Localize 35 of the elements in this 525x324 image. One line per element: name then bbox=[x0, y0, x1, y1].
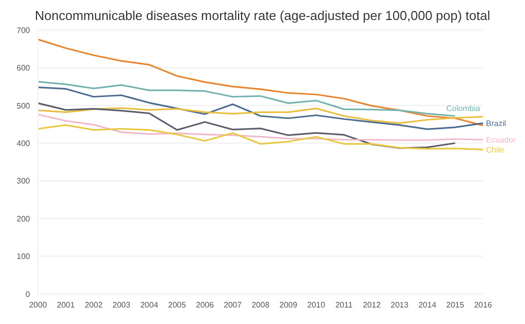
x-tick-label: 2008 bbox=[252, 300, 270, 310]
series-label: Chile bbox=[486, 146, 505, 155]
x-tick-label: 2007 bbox=[224, 300, 242, 310]
x-tick-label: 2011 bbox=[335, 300, 354, 310]
x-tick-label: 2013 bbox=[390, 300, 410, 310]
y-tick-label: 500 bbox=[16, 101, 31, 110]
x-tick-label: 2000 bbox=[29, 300, 48, 310]
y-tick-label: 200 bbox=[16, 214, 31, 224]
line-series bbox=[37, 114, 484, 141]
y-tick-label: 600 bbox=[16, 64, 31, 73]
x-tick-label: 2014 bbox=[418, 300, 437, 310]
x-tick-label: 2015 bbox=[446, 300, 465, 310]
x-tick-label: 2002 bbox=[84, 300, 104, 310]
chart-title: Noncommunicable diseases mortality rate (age-adjusted per 100,000 pop) total bbox=[34, 8, 492, 25]
x-tick-label: 2016 bbox=[474, 300, 492, 310]
series-label: Ecuador bbox=[486, 136, 516, 145]
series-label: Brazil bbox=[486, 119, 506, 128]
y-tick-label: 400 bbox=[16, 138, 31, 148]
x-tick-label: 2005 bbox=[168, 300, 187, 310]
y-tick-label: 300 bbox=[16, 176, 31, 186]
x-tick-label: 2006 bbox=[196, 300, 214, 310]
x-tick-label: 2009 bbox=[279, 300, 298, 310]
y-tick-label: 700 bbox=[16, 26, 31, 35]
series-label: Colombia bbox=[446, 104, 481, 113]
x-tick-label: 2012 bbox=[362, 300, 382, 310]
line-series bbox=[37, 86, 484, 130]
y-tick-label: 0 bbox=[26, 290, 31, 299]
x-tick-label: 2003 bbox=[112, 300, 131, 310]
x-tick-label: 2004 bbox=[140, 300, 159, 310]
x-tick-label: 2010 bbox=[307, 300, 326, 310]
y-tick-label: 100 bbox=[16, 252, 31, 262]
line-series bbox=[37, 107, 484, 124]
x-tick-label: 2001 bbox=[56, 300, 76, 310]
line-series bbox=[37, 124, 484, 150]
line-series bbox=[37, 38, 484, 126]
